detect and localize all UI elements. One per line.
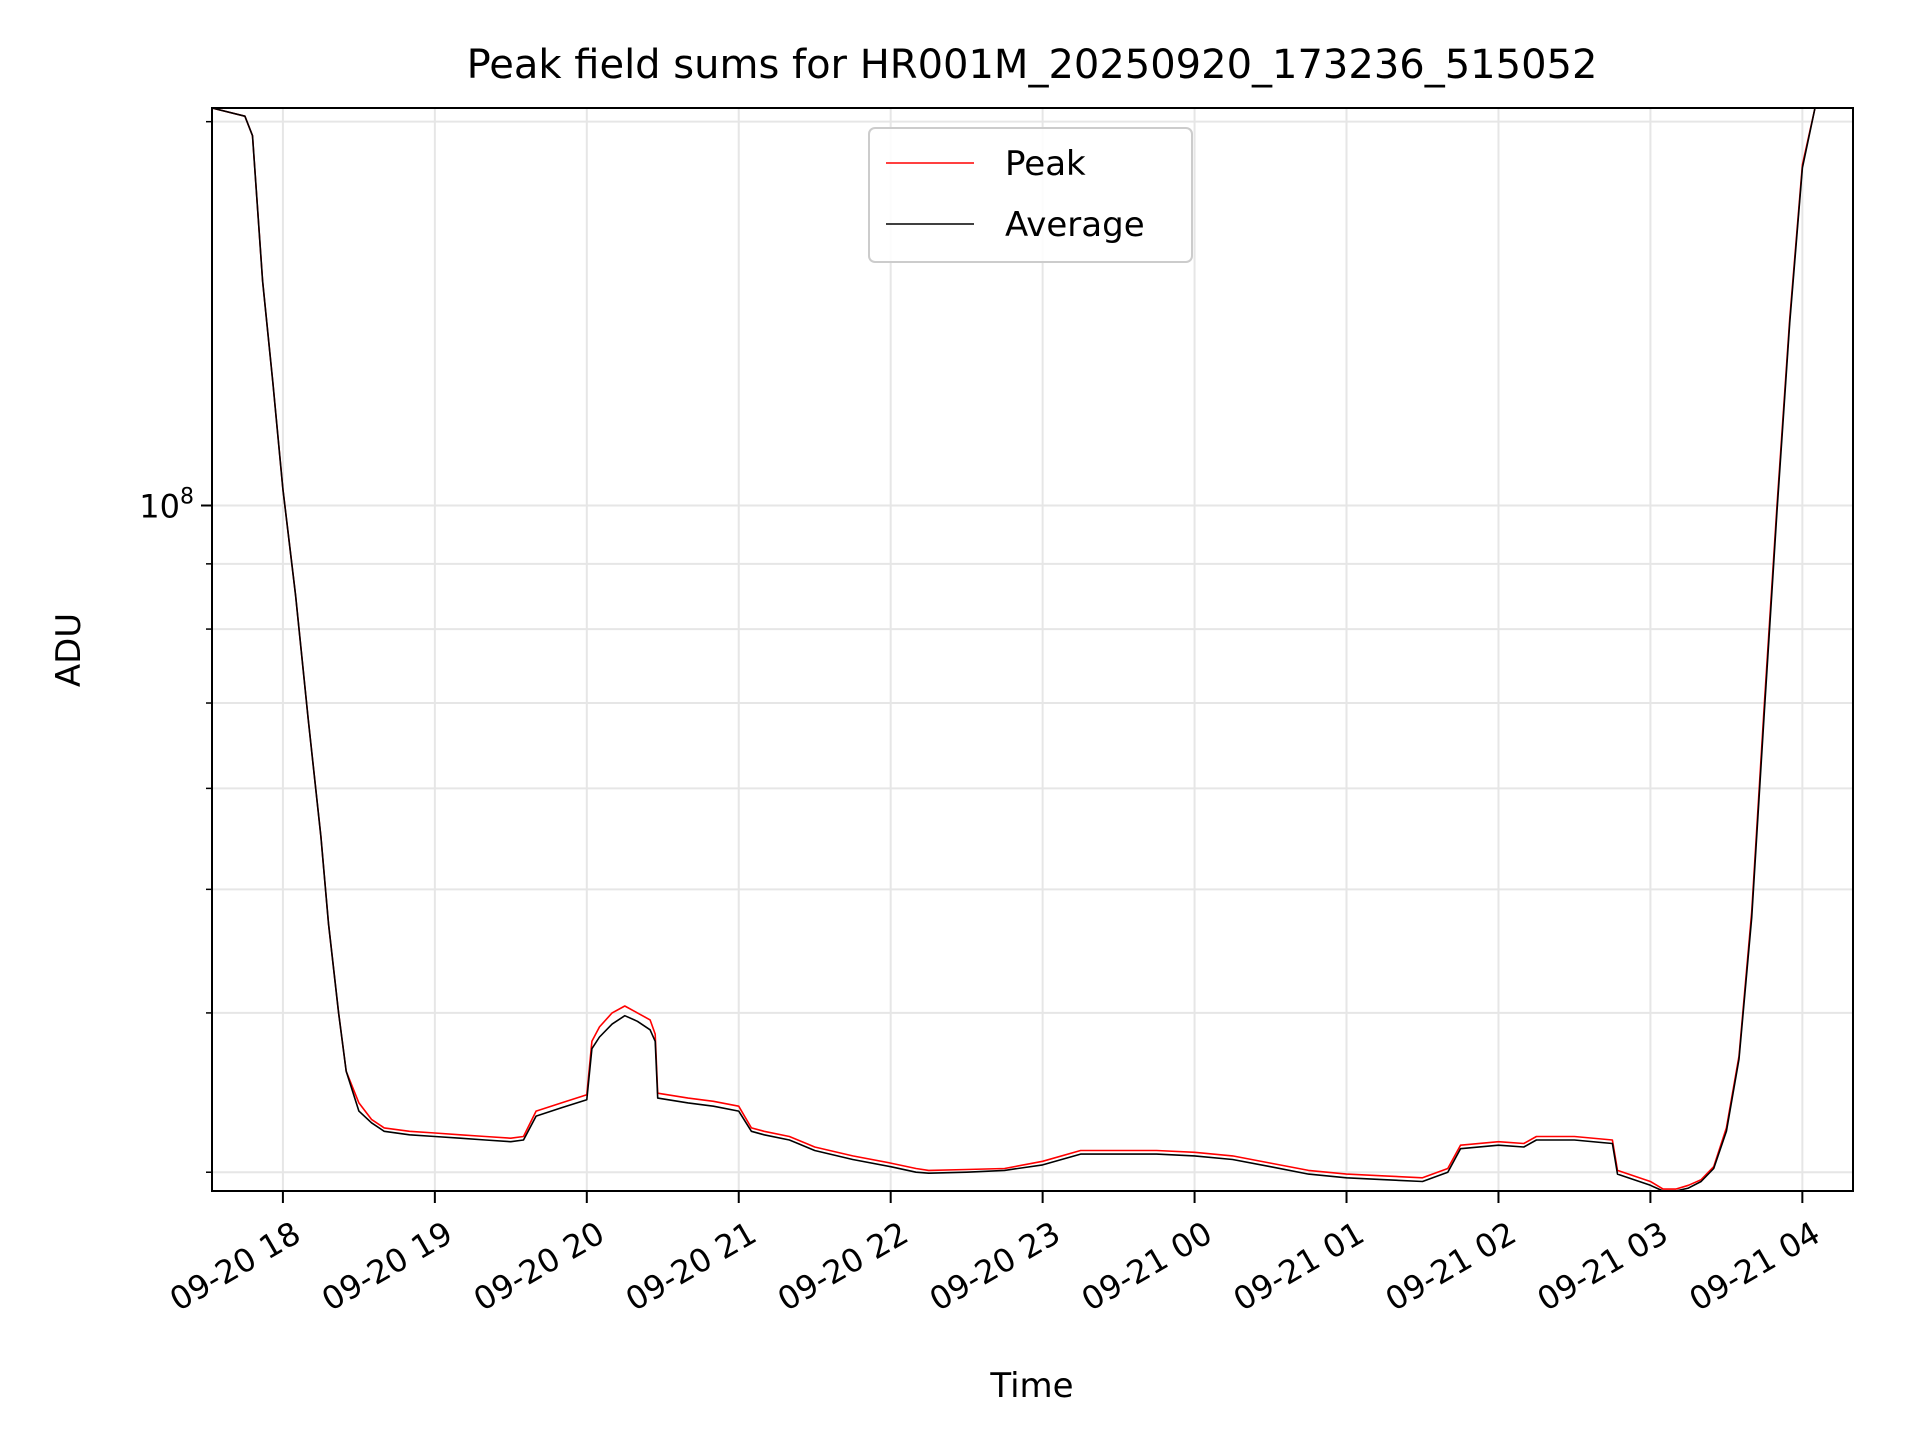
plot-frame: [211, 107, 1854, 1192]
legend-peak-label: Peak: [1005, 144, 1086, 184]
series-line-average: [211, 107, 1816, 1192]
x-axis-label: Time: [989, 1366, 1073, 1406]
grid: [212, 108, 1853, 1191]
y-tick-label: 108: [139, 485, 194, 526]
legend-box: [868, 127, 1193, 263]
series-line-peak: [211, 107, 1816, 1190]
legend-average-label: Average: [1005, 205, 1145, 245]
y-axis-label: ADU: [49, 613, 89, 687]
legend: Peak Average: [868, 127, 1193, 263]
chart-title: Peak field sums for HR001M_20250920_1732…: [467, 42, 1598, 88]
y-axis: 108: [139, 120, 212, 1173]
plot-lines: [211, 107, 1816, 1192]
